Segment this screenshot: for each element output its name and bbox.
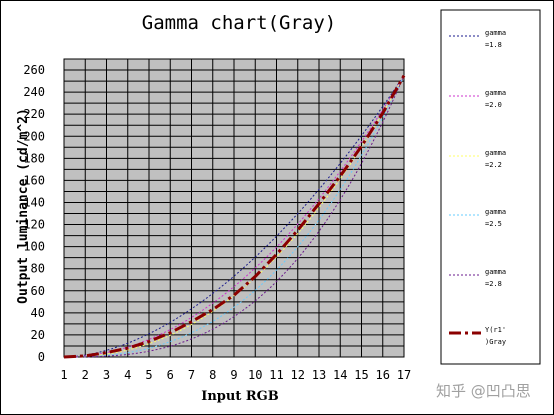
x-tick-label: 5 (145, 368, 152, 382)
legend-label-line1: gamma (485, 208, 506, 216)
series-line-3 (64, 75, 405, 358)
x-tick-label: 2 (82, 368, 89, 382)
y-axis-label: Output luminance (cd/m^2) (16, 108, 31, 304)
series-line-5 (64, 75, 405, 358)
y-axis-ticks: 0 20 40 60 80 100 120 140 160 180 200 220 240 260 (23, 63, 45, 364)
y-tick-label: 260 (23, 63, 45, 77)
y-tick-label: 140 (23, 195, 45, 209)
legend: gamma =1.8 gamma =2.0 gamma =2.2 gamma =2.5 gamm… (449, 29, 506, 346)
y-tick-label: 120 (23, 218, 45, 232)
legend-label-line2: =2.8 (485, 280, 502, 288)
y-tick-label: 220 (23, 107, 45, 121)
chart-title: Gamma chart(Gray) (142, 12, 336, 34)
x-tick-label: 16 (376, 368, 390, 382)
x-tick-label: 7 (188, 368, 195, 382)
x-tick-label: 14 (333, 368, 347, 382)
x-tick-label: 15 (354, 368, 368, 382)
y-tick-label: 60 (31, 284, 45, 298)
legend-label-line1: gamma (485, 268, 506, 276)
y-tick-label: 40 (31, 306, 45, 320)
y-tick-label: 80 (31, 262, 45, 276)
y-tick-label: 240 (23, 85, 45, 99)
y-tick-label: 0 (38, 350, 45, 364)
x-tick-label: 4 (124, 368, 131, 382)
legend-label-line1: gamma (485, 149, 506, 157)
legend-label-line2: =2.2 (485, 161, 502, 169)
x-axis-label: Input RGB (201, 389, 279, 404)
x-tick-label: 13 (312, 368, 326, 382)
legend-label-line2: =2.5 (485, 220, 502, 228)
legend-label-line2: =2.0 (485, 101, 502, 109)
x-axis-ticks: 1 2 3 4 5 6 7 8 9 10 11 12 13 14 15 16 17 (60, 368, 411, 382)
series-line-6 (63, 74, 406, 359)
y-tick-label: 20 (31, 328, 45, 342)
legend-label-line2: )Gray (485, 338, 506, 346)
x-tick-label: 12 (291, 368, 305, 382)
x-tick-label: 10 (248, 368, 262, 382)
x-tick-label: 3 (103, 368, 110, 382)
series-line-1 (63, 75, 405, 358)
y-tick-label: 160 (23, 173, 45, 187)
y-tick-label: 100 (23, 240, 45, 254)
y-tick-label: 180 (23, 151, 45, 165)
series-layer (63, 74, 406, 359)
x-tick-label: 8 (209, 368, 216, 382)
legend-label-line1: gamma (485, 89, 506, 97)
x-tick-label: 9 (230, 368, 237, 382)
x-tick-label: 1 (60, 368, 67, 382)
x-tick-label: 6 (167, 368, 174, 382)
legend-box (440, 9, 541, 365)
legend-label-line1: Y(r1' (485, 326, 506, 334)
plot-grid (63, 59, 405, 357)
legend-label-line2: =1.8 (485, 41, 502, 49)
x-tick-label: 17 (397, 368, 411, 382)
series-line-4 (64, 75, 405, 358)
x-tick-label: 11 (269, 368, 283, 382)
watermark: 知乎 @凹凸思 (436, 382, 531, 400)
y-tick-label: 200 (23, 129, 45, 143)
legend-label-line1: gamma (485, 29, 506, 37)
